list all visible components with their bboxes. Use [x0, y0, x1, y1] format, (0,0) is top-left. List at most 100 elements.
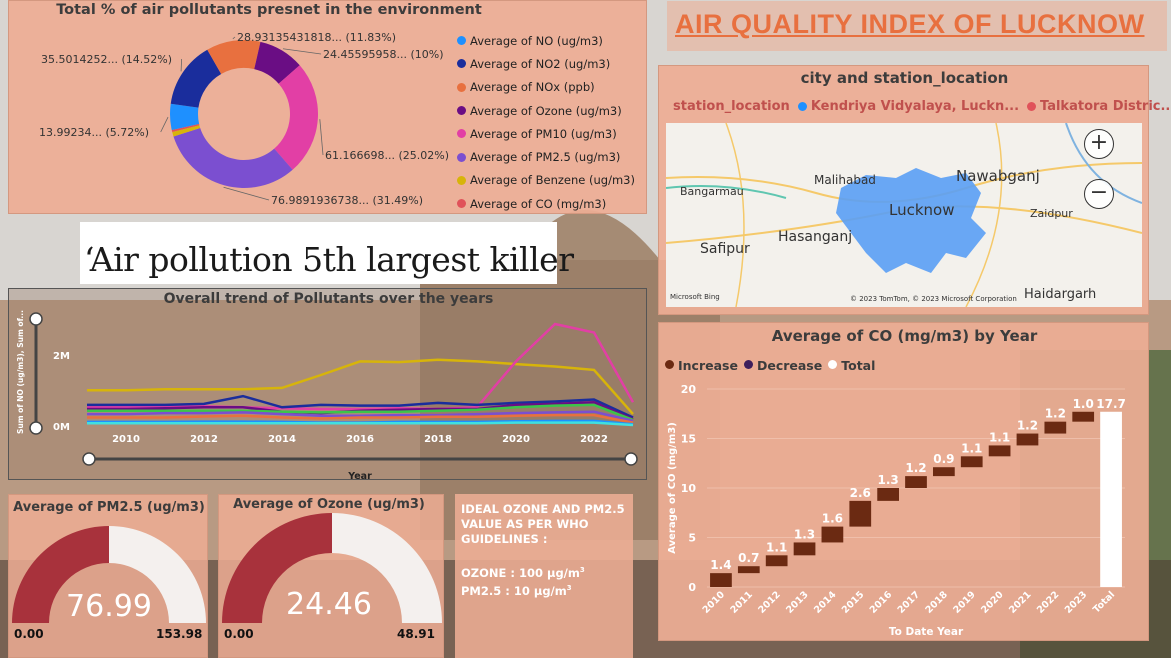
- waterfall-data-label: 1.2: [905, 461, 926, 475]
- donut-legend-item[interactable]: Average of NO2 (ug/m3): [457, 52, 635, 75]
- donut-legend-item[interactable]: Average of CO (mg/m3): [457, 192, 635, 215]
- map-label-zaidpur: Zaidpur: [1030, 207, 1073, 220]
- headline-image: ‘Air pollution 5th largest killer: [80, 222, 574, 284]
- trend-x-tick: 2020: [502, 434, 530, 445]
- waterfall-y-tick: 15: [681, 433, 696, 446]
- waterfall-x-tick: 2020: [979, 589, 1006, 616]
- trend-series-line: [87, 410, 634, 423]
- who-ozone: OZONE : 100 µg/m: [461, 565, 580, 580]
- map-zoom-in-button[interactable]: +: [1084, 129, 1114, 159]
- gauge-ozone-title: Average of Ozone (ug/m3): [233, 497, 425, 512]
- waterfall-bar: [737, 566, 760, 574]
- trend-series-line: [87, 421, 634, 427]
- waterfall-title: Average of CO (mg/m3) by Year: [771, 327, 1038, 345]
- donut-legend-item[interactable]: Average of PM2.5 (ug/m3): [457, 145, 635, 168]
- waterfall-chart[interactable]: 0 5 10 15 20 Average of CO (mg/m3) 1.4 2010 0.7 2…: [659, 323, 1150, 642]
- trend-x-tick: 2016: [346, 434, 374, 445]
- station-2-dot: [1027, 102, 1037, 111]
- gauge-ozone-max: 48.91: [397, 627, 435, 641]
- waterfall-bar: [1044, 421, 1067, 434]
- donut-leader-line: [223, 186, 270, 201]
- donut-legend-item[interactable]: Average of NO (ug/m3): [457, 29, 635, 52]
- trend-series-line: [87, 394, 634, 419]
- map-panel: city and station_location station_locati…: [658, 65, 1171, 315]
- station-2-label[interactable]: Talkatora Distric...: [1040, 99, 1171, 114]
- donut-slice: [172, 125, 201, 137]
- waterfall-data-label: 1.3: [794, 527, 815, 541]
- waterfall-x-axis-label: To Date Year: [889, 626, 964, 638]
- legend-dot: [457, 152, 466, 162]
- trend-y-tick: 0M: [53, 422, 70, 433]
- gauge-pm25[interactable]: [9, 495, 209, 658]
- legend-dot: [457, 129, 466, 139]
- trend-y-axis-label: Sum of NO (ug/m3), Sum of...: [16, 310, 25, 434]
- legend-increase-dot: [665, 360, 674, 369]
- gauge-pm25-panel: Average of PM2.5 (ug/m3) 76.99 0.00 153.…: [8, 494, 208, 658]
- waterfall-y-tick: 0: [688, 581, 696, 594]
- station-1-label[interactable]: Kendriya Vidyalaya, Luckn...: [810, 99, 1020, 114]
- map-bing-logo: Microsoft Bing: [670, 293, 720, 301]
- waterfall-bar: [793, 542, 816, 556]
- donut-legend-item[interactable]: Average of Ozone (ug/m3): [457, 99, 635, 122]
- waterfall-x-tick: 2011: [728, 589, 754, 615]
- donut-slice: [207, 40, 261, 75]
- trend-panel: Overall trend of Pollutants over the yea…: [8, 288, 648, 481]
- donut-legend-item[interactable]: Average of Benzene (ug/m3): [457, 169, 635, 192]
- trend-x-tick: 2022: [580, 434, 608, 445]
- waterfall-bar: [960, 456, 983, 468]
- trend-x-tick: 2014: [268, 434, 296, 445]
- donut-leader-line: [160, 116, 169, 133]
- gauge-pm25-value: 76.99: [66, 589, 152, 624]
- gauge-fill: [12, 526, 109, 623]
- donut-legend-item[interactable]: Average of PM10 (ug/m3): [457, 122, 635, 145]
- who-guidelines-text: IDEAL OZONE AND PM2.5 VALUE AS PER WHO G…: [455, 494, 633, 658]
- donut-slice: [173, 127, 293, 188]
- gauge-ozone-value: 24.46: [286, 587, 372, 622]
- map-zoom-out-button[interactable]: −: [1084, 179, 1114, 209]
- donut-slice: [171, 124, 200, 133]
- waterfall-bar: [1016, 433, 1039, 446]
- map-legend-label: station_location: [673, 99, 790, 114]
- map-roads: [666, 123, 1142, 307]
- trend-title: Overall trend of Pollutants over the yea…: [163, 291, 494, 307]
- map-canvas[interactable]: Malihabad Nawabganj Bangarmau Lucknow Za…: [666, 123, 1142, 307]
- waterfall-x-tick: 2013: [784, 589, 810, 615]
- trend-chart[interactable]: Sum of NO (ug/m3), Sum of... 0M 2M 2010 2012…: [9, 289, 648, 481]
- legend-increase[interactable]: Increase: [678, 358, 738, 373]
- y-slider-handle-top: [29, 312, 43, 326]
- gauge-ozone[interactable]: [219, 495, 445, 658]
- donut-legend-item[interactable]: Average of NOx (ppb): [457, 76, 635, 99]
- waterfall-data-label: 1.1: [989, 430, 1010, 444]
- waterfall-data-label: 1.1: [766, 540, 787, 554]
- legend-label: Average of PM10 (ug/m3): [470, 126, 617, 141]
- waterfall-bar: [821, 526, 844, 543]
- legend-label: Average of Benzene (ug/m3): [470, 173, 635, 188]
- waterfall-bar: [877, 488, 900, 501]
- trend-y-tick: 2M: [53, 351, 70, 362]
- map-label-safipur: Safipur: [700, 241, 750, 257]
- waterfall-x-tick: 2023: [1063, 589, 1089, 615]
- waterfall-data-label: 0.9: [933, 452, 954, 466]
- gauge-remaining: [109, 526, 206, 623]
- donut-legend: Average of NO (ug/m3) Average of NO2 (ug/…: [457, 29, 635, 215]
- trend-x-tick: 2012: [190, 434, 218, 445]
- legend-total[interactable]: Total: [841, 358, 876, 373]
- trend-series-line: [87, 413, 634, 424]
- waterfall-bar: [905, 476, 927, 488]
- waterfall-bar: [988, 445, 1011, 457]
- gauge-ozone-min: 0.00: [224, 627, 254, 641]
- legend-decrease[interactable]: Decrease: [756, 358, 823, 373]
- who-pm25: PM2.5 : 10 µg/m: [461, 583, 567, 598]
- legend-decrease-dot: [743, 360, 753, 369]
- trend-x-tick: 2018: [424, 434, 452, 445]
- waterfall-data-label: 1.6: [822, 512, 843, 526]
- donut-chart[interactable]: 13.99234... (5.72%) 35.5014252... (14.52%…: [9, 1, 648, 215]
- waterfall-data-label: 1.2: [1017, 419, 1038, 433]
- waterfall-y-tick: 20: [681, 383, 697, 396]
- waterfall-x-tick: 2022: [1035, 589, 1061, 615]
- x-slider-handle-right: [624, 452, 638, 466]
- x-slider-handle-left: [82, 452, 96, 466]
- waterfall-data-label: 1.2: [1045, 407, 1066, 421]
- legend-label: Average of CO (mg/m3): [470, 196, 607, 211]
- waterfall-legend: Increase Decrease Total: [665, 358, 875, 373]
